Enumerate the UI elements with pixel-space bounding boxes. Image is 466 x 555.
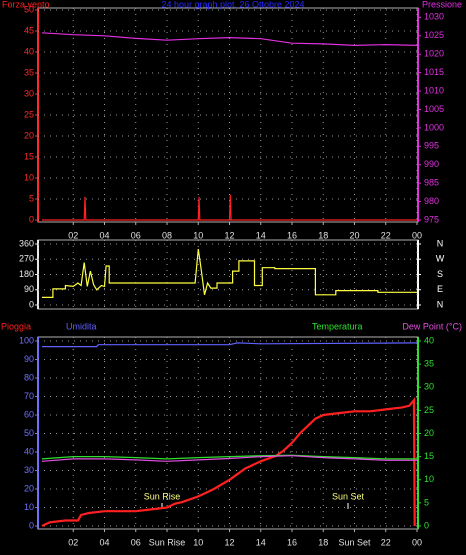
- x-tick-label: 02: [68, 537, 78, 547]
- x-tick-label: 06: [131, 537, 141, 547]
- y-tick-label: 50: [24, 428, 34, 438]
- legend-label: Dew Point (°C): [402, 321, 462, 331]
- data-line: [41, 454, 417, 460]
- y2-tick-label: S: [437, 269, 443, 279]
- x-tick-label: 04: [99, 230, 109, 240]
- y-tick-label: 0: [29, 520, 34, 530]
- y-tick-label: 90: [24, 354, 34, 364]
- y2-tick-label: 1030: [424, 12, 444, 22]
- y-tick-label: 40: [24, 446, 34, 456]
- x-tick-label: 04: [99, 537, 109, 547]
- x-tick-label: 18: [318, 537, 328, 547]
- y-tick-label: 40: [24, 46, 34, 56]
- y2-tick-label: E: [437, 284, 443, 294]
- y2-tick-label: 25: [424, 405, 434, 415]
- y2-tick-label: N: [437, 299, 444, 309]
- y-tick-label: 60: [24, 409, 34, 419]
- y2-tick-label: 30: [424, 382, 434, 392]
- x-tick-label: Sun Rise: [149, 537, 186, 547]
- y2-tick-label: 35: [424, 359, 434, 369]
- y2-tick-label: 15: [424, 451, 434, 461]
- chart-title: 24 hour graph plot, 26 Ottobre 2024: [161, 0, 304, 9]
- y2-tick-label: 980: [424, 196, 439, 206]
- x-tick-label: 00: [412, 537, 422, 547]
- y-tick-label: 270: [19, 254, 34, 264]
- y2-tick-label: 10: [424, 474, 434, 484]
- y2-tick-label: 5: [424, 497, 429, 507]
- y2-tick-label: 0: [424, 520, 429, 530]
- x-tick-label: 12: [224, 537, 234, 547]
- plot-frame: [37, 239, 419, 310]
- legend-label: Temperatura: [312, 321, 363, 331]
- y-tick-label: 30: [24, 88, 34, 98]
- annotation: Sun Set: [332, 491, 365, 501]
- y2-tick-label: 1005: [424, 104, 444, 114]
- y-tick-label: 360: [19, 238, 34, 248]
- x-tick-label: 00: [412, 230, 422, 240]
- y-tick-label: 100: [19, 335, 34, 345]
- y-tick-label: 20: [24, 483, 34, 493]
- y-tick-label: 20: [24, 130, 34, 140]
- data-line: [42, 249, 417, 298]
- y-tick-label: 25: [24, 109, 34, 119]
- legend-label: Pioggia: [1, 321, 31, 331]
- y2-tick-label: 1015: [424, 67, 444, 77]
- y-tick-label: 35: [24, 67, 34, 77]
- x-tick-label: 22: [381, 230, 391, 240]
- y-tick-label: 45: [24, 25, 34, 35]
- y-tick-label: 10: [24, 502, 34, 512]
- y2-tick-label: N: [437, 238, 444, 248]
- y2-tick-label: 1010: [424, 85, 444, 95]
- x-tick-label: 20: [349, 230, 359, 240]
- annotation: Sun Rise: [144, 491, 181, 501]
- plot-frame: [37, 7, 419, 223]
- y-tick-label: 10: [24, 172, 34, 182]
- y2-tick-label: 985: [424, 178, 439, 188]
- y2-tick-label: W: [436, 254, 445, 264]
- y-tick-label: 30: [24, 465, 34, 475]
- x-tick-label: 14: [256, 230, 266, 240]
- data-line: [42, 342, 418, 348]
- y2-tick-label: 975: [424, 214, 439, 224]
- y-tick-label: 15: [24, 151, 34, 161]
- x-tick-label: 06: [131, 230, 141, 240]
- y-tick-label: 80: [24, 372, 34, 382]
- x-tick-label: 10: [193, 537, 203, 547]
- legend-label: Umidita: [66, 321, 97, 331]
- y2-tick-label: 40: [424, 335, 434, 345]
- y-tick-label: 70: [24, 391, 34, 401]
- x-tick-label: 18: [318, 230, 328, 240]
- x-tick-label: 14: [256, 537, 266, 547]
- x-tick-label: 10: [193, 230, 203, 240]
- x-tick-label: Sun Set: [338, 537, 371, 547]
- y-tick-label: 90: [24, 284, 34, 294]
- x-tick-label: 16: [287, 537, 297, 547]
- data-line: [41, 397, 416, 527]
- y2-tick-label: 1000: [424, 122, 444, 132]
- x-tick-label: 16: [287, 230, 297, 240]
- data-line: [41, 32, 418, 47]
- y2-tick-label: 1025: [424, 30, 444, 40]
- y-tick-label: 0: [29, 214, 34, 224]
- y-tick-label: 0: [29, 299, 34, 309]
- y2-tick-label: 990: [424, 159, 439, 169]
- y2-tick-label: 995: [424, 141, 439, 151]
- y-tick-label: 5: [29, 193, 34, 203]
- legend-label: Pressione: [422, 0, 462, 9]
- x-tick-label: 22: [381, 537, 391, 547]
- y-tick-label: 50: [24, 4, 34, 14]
- y2-tick-label: 1020: [424, 49, 444, 59]
- x-tick-label: 08: [162, 230, 172, 240]
- x-tick-label: 12: [224, 230, 234, 240]
- data-line: [41, 455, 417, 462]
- data-line: [42, 194, 417, 221]
- y2-tick-label: 20: [424, 428, 434, 438]
- y-tick-label: 180: [19, 269, 34, 279]
- x-tick-label: 02: [68, 230, 78, 240]
- legend-label: Forza vento: [2, 0, 50, 9]
